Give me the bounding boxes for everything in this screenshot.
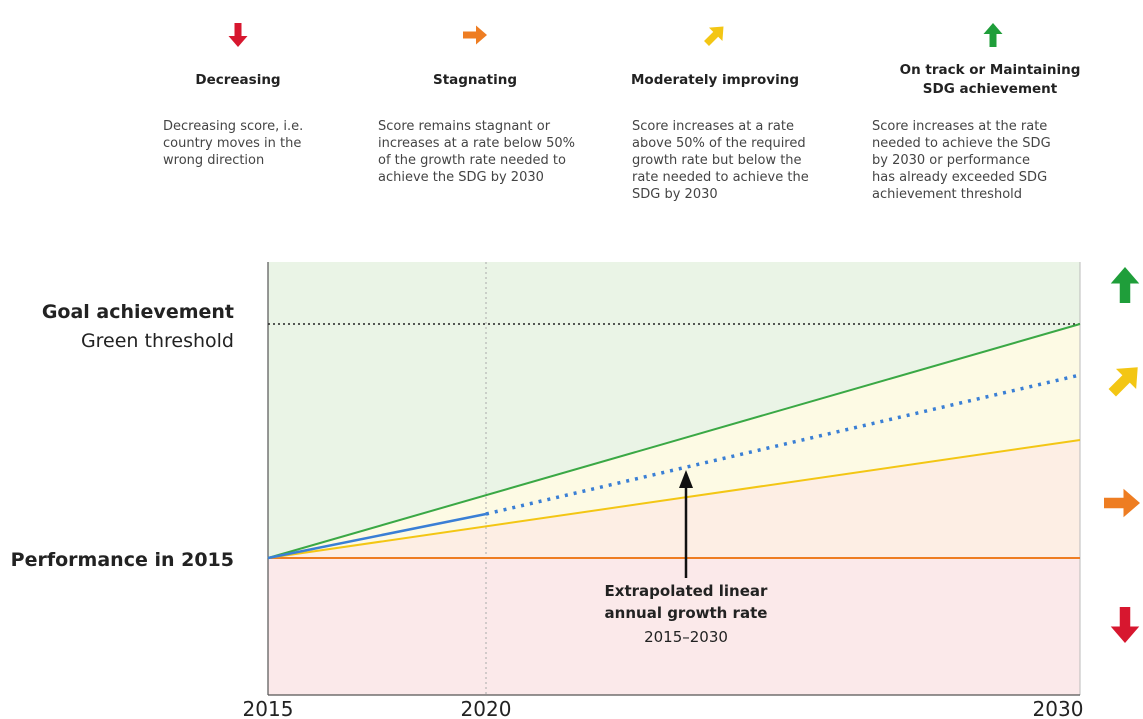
- region-decreasing: [268, 558, 1080, 695]
- legend-description: by 2030 or performance: [872, 153, 1030, 168]
- annotation-period: 2015–2030: [644, 628, 728, 646]
- legend-description: of the growth rate needed to: [378, 153, 566, 168]
- baseline-label: Performance in 2015: [11, 549, 234, 571]
- x-tick-label: 2020: [461, 697, 512, 719]
- legend-description: has already exceeded SDG: [872, 170, 1047, 185]
- legend-description: SDG by 2030: [632, 187, 718, 202]
- threshold-label: Green threshold: [81, 330, 234, 352]
- annotation-line: annual growth rate: [605, 604, 768, 622]
- legend-description: increases at a rate below 50%: [378, 136, 575, 151]
- x-tick-label: 2015: [243, 697, 294, 719]
- legend-title: Stagnating: [433, 72, 517, 88]
- moderate-line: [267, 439, 1081, 559]
- icon-right: [1104, 488, 1140, 518]
- legend-description: rate needed to achieve the: [632, 170, 809, 185]
- icon-down: [1110, 607, 1140, 643]
- annotation-arrow-head: [679, 470, 693, 488]
- legend-description: Decreasing score, i.e.: [163, 119, 303, 134]
- legend-title: Moderately improving: [631, 72, 799, 88]
- legend-description: Score remains stagnant or: [378, 119, 551, 134]
- legend-description: needed to achieve the SDG: [872, 136, 1051, 151]
- icon-right: [463, 25, 487, 45]
- icon-diagonal: [699, 19, 731, 51]
- legend-description: Score increases at the rate: [872, 119, 1047, 134]
- icon-down: [228, 23, 248, 47]
- legend-title: SDG achievement: [923, 81, 1058, 97]
- icon-up: [1110, 267, 1140, 303]
- observed-line: [267, 512, 487, 560]
- legend-title: On track or Maintaining: [900, 62, 1081, 78]
- extrapolated-line: [485, 373, 1081, 516]
- legend-description: wrong direction: [163, 153, 264, 168]
- legend-description: country moves in the: [163, 136, 301, 151]
- legend-description: Score increases at a rate: [632, 119, 794, 134]
- legend-description: achievement threshold: [872, 187, 1022, 202]
- annotation-line: Extrapolated linear: [605, 582, 768, 600]
- legend-description: above 50% of the required: [632, 136, 806, 151]
- legend-description: growth rate but below the: [632, 153, 802, 168]
- icon-up: [983, 23, 1003, 47]
- x-tick-label: 2030: [1033, 697, 1084, 719]
- region-on-track: [268, 262, 1080, 558]
- goal-label: Goal achievement: [42, 301, 234, 323]
- icon-diagonal: [1102, 357, 1143, 403]
- legend-title: Decreasing: [195, 72, 280, 88]
- on-track-line: [267, 323, 1081, 559]
- legend-description: achieve the SDG by 2030: [378, 170, 544, 185]
